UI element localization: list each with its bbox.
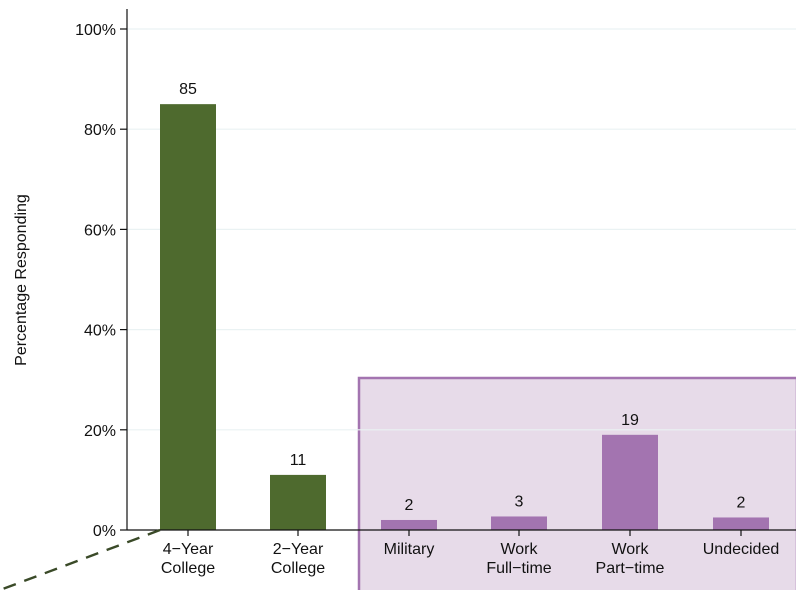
data-label: 19 xyxy=(621,412,639,429)
bar xyxy=(270,475,326,530)
bar xyxy=(491,516,547,530)
bar xyxy=(160,104,216,530)
x-tick-label: 2−Year College xyxy=(271,541,325,577)
y-tick-label: 40% xyxy=(84,323,116,340)
bar xyxy=(713,517,769,530)
y-tick-label: 20% xyxy=(84,423,116,440)
bar xyxy=(381,520,437,530)
data-label: 2 xyxy=(737,494,746,511)
data-label: 85 xyxy=(179,81,197,98)
highlight-layer xyxy=(359,378,796,590)
gridlines xyxy=(127,29,796,430)
y-tick-label: 0% xyxy=(93,523,116,540)
y-tick-label: 100% xyxy=(75,22,116,39)
y-tick-label: 80% xyxy=(84,122,116,139)
data-label: 2 xyxy=(405,497,414,514)
dashed-connector xyxy=(0,530,160,590)
x-tick-label: Undecided xyxy=(703,541,780,558)
data-label: 11 xyxy=(290,452,307,469)
x-tick-label: 4−Year College xyxy=(161,541,215,577)
x-tick-label: Military xyxy=(384,541,435,558)
highlight-box xyxy=(359,378,796,590)
data-label: 3 xyxy=(515,493,524,510)
y-tick-label: 60% xyxy=(84,222,116,239)
y-axis-title: Percentage Responding xyxy=(13,194,30,366)
bar xyxy=(602,435,658,530)
